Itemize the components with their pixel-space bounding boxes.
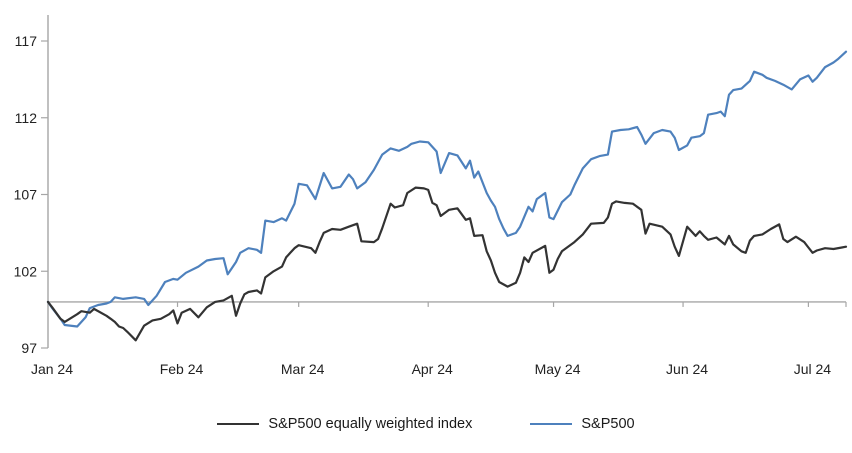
series-line-sp500 (46, 50, 848, 328)
y-tick-label: 107 (14, 187, 38, 203)
legend-line-sample-blue (530, 422, 573, 426)
legend-item-sp500-equal-weight: S&P500 equally weighted index (217, 416, 472, 432)
x-tick-label: Jun 24 (666, 361, 708, 377)
x-tick-label: Feb 24 (160, 361, 204, 377)
legend-item-sp500: S&P500 (530, 416, 635, 432)
x-tick-label: Jan 24 (31, 361, 73, 377)
x-tick-label: Jul 24 (794, 361, 832, 377)
y-tick-label: 112 (15, 110, 38, 126)
legend-label: S&P500 equally weighted index (268, 416, 473, 432)
x-tick-label: Mar 24 (281, 361, 325, 377)
y-tick-label: 102 (14, 263, 38, 279)
legend-line-sample-black (217, 422, 260, 426)
y-tick-label: 117 (15, 33, 38, 49)
chart-legend: S&P500 equally weighted index S&P500 (0, 410, 852, 438)
legend-label: S&P500 (581, 416, 635, 432)
series-line-sp500-equal-weight (46, 186, 848, 342)
x-tick-label: May 24 (535, 361, 581, 377)
y-tick-label: 97 (21, 340, 37, 356)
x-tick-label: Apr 24 (412, 361, 453, 377)
